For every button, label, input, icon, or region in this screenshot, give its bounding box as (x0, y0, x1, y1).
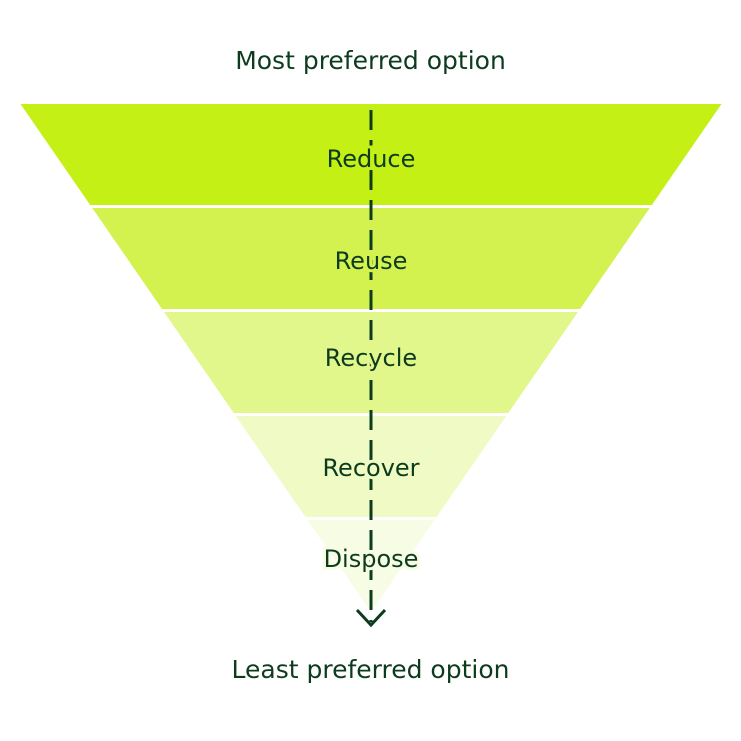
arrow-down-icon (355, 608, 387, 628)
bottom-label: Least preferred option (231, 655, 510, 684)
level-band-recover (235, 416, 507, 517)
level-label: Recover (322, 454, 419, 482)
level-label: Dispose (324, 545, 419, 573)
level-label: Reuse (335, 247, 408, 275)
level-label: Reduce (327, 145, 416, 173)
top-label: Most preferred option (235, 46, 506, 75)
level-label: Recycle (325, 344, 417, 372)
level-band-reuse (92, 208, 650, 309)
